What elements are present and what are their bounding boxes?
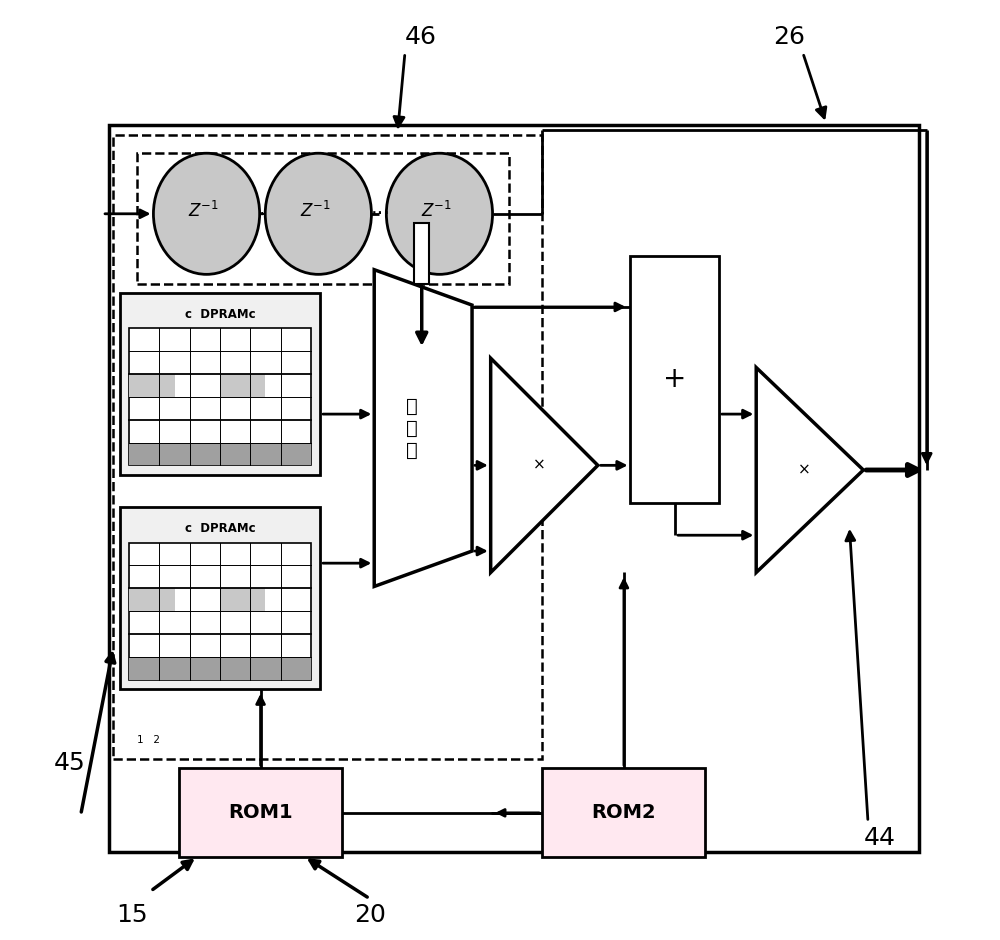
Ellipse shape: [386, 153, 493, 274]
Bar: [129, 374, 175, 397]
Text: 1   2: 1 2: [137, 735, 160, 744]
Ellipse shape: [265, 153, 371, 274]
Polygon shape: [491, 358, 598, 572]
Bar: [113, 134, 542, 759]
Bar: [129, 657, 311, 680]
Text: 20: 20: [354, 903, 386, 928]
Text: c  DPRAMᴄ: c DPRAMᴄ: [185, 523, 255, 535]
Text: $Z^{-1}$: $Z^{-1}$: [300, 201, 331, 221]
Text: 复
用
器: 复 用 器: [406, 397, 417, 460]
Text: +: +: [663, 365, 686, 393]
Bar: [220, 588, 265, 611]
Text: ROM2: ROM2: [591, 803, 656, 822]
Text: c  DPRAMᴄ: c DPRAMᴄ: [185, 308, 255, 321]
Polygon shape: [374, 270, 472, 587]
Bar: [137, 153, 509, 284]
Text: $Z^{-1}$: $Z^{-1}$: [188, 201, 219, 221]
Text: 44: 44: [863, 826, 895, 850]
Text: ROM1: ROM1: [228, 803, 292, 822]
Bar: [120, 508, 320, 689]
Text: 26: 26: [773, 24, 805, 49]
Bar: [220, 374, 265, 397]
Bar: [542, 768, 705, 856]
Text: 45: 45: [54, 751, 85, 776]
Bar: [630, 256, 719, 503]
Bar: [120, 293, 320, 475]
Bar: [129, 443, 311, 465]
Bar: [179, 768, 342, 856]
Text: $Z^{-1}$: $Z^{-1}$: [421, 201, 452, 221]
Bar: [129, 542, 311, 680]
Text: ×: ×: [798, 462, 811, 478]
Bar: [414, 223, 429, 284]
Text: ···: ···: [371, 204, 391, 224]
Polygon shape: [756, 368, 863, 572]
Bar: [109, 125, 919, 852]
Text: 15: 15: [116, 903, 148, 928]
Bar: [129, 328, 311, 465]
Text: ×: ×: [533, 458, 545, 473]
Text: 46: 46: [405, 24, 437, 49]
Ellipse shape: [153, 153, 260, 274]
Bar: [129, 588, 175, 611]
